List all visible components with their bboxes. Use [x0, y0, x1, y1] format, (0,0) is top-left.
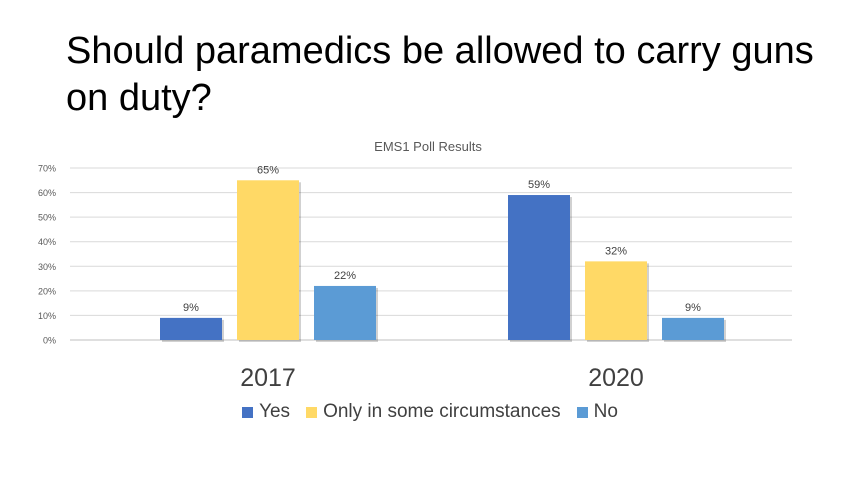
- data-label: 65%: [257, 164, 279, 176]
- bars: 9% 65% 22% 59% 32% 9%: [160, 164, 726, 342]
- legend-item: Yes: [242, 401, 290, 423]
- bar: [585, 261, 647, 340]
- y-tick-label: 10%: [38, 311, 56, 321]
- gridlines: [70, 167, 792, 341]
- y-tick-label: 60%: [38, 188, 56, 198]
- data-label: 22%: [334, 270, 356, 282]
- y-tick-label: 70%: [38, 164, 56, 174]
- x-category-label: 2020: [588, 364, 644, 392]
- y-axis: 0% 10% 20% 30% 40% 50% 60% 70%: [38, 164, 56, 346]
- bar: [237, 180, 299, 340]
- bar: [508, 195, 570, 340]
- data-label: 9%: [183, 302, 199, 314]
- slide-title: Should paramedics be allowed to carry gu…: [66, 30, 814, 119]
- y-tick-label: 20%: [38, 286, 56, 296]
- legend-item: Only in some circumstances: [306, 401, 561, 423]
- bar: [314, 285, 376, 340]
- x-category-label: 2017: [240, 364, 296, 392]
- y-tick-label: 30%: [38, 262, 56, 272]
- chart-title: EMS1 Poll Results: [374, 139, 482, 154]
- legend-item: No: [576, 401, 618, 423]
- y-tick-label: 0%: [43, 336, 56, 346]
- y-tick-label: 40%: [38, 237, 56, 247]
- legend: Yes Only in some circumstances No: [0, 401, 860, 423]
- legend-label: No: [593, 401, 618, 422]
- data-label: 32%: [605, 245, 627, 257]
- bar: [662, 317, 724, 340]
- legend-label: Only in some circumstances: [323, 401, 561, 422]
- x-axis: 2017 2020: [240, 364, 644, 392]
- legend-swatch: [242, 406, 254, 418]
- legend-label: Yes: [259, 401, 291, 422]
- legend-swatch: [576, 406, 588, 418]
- data-label: 9%: [685, 302, 701, 314]
- legend-swatch: [306, 406, 318, 418]
- y-tick-label: 50%: [38, 213, 56, 223]
- bar: [160, 317, 222, 340]
- data-label: 59%: [528, 179, 550, 191]
